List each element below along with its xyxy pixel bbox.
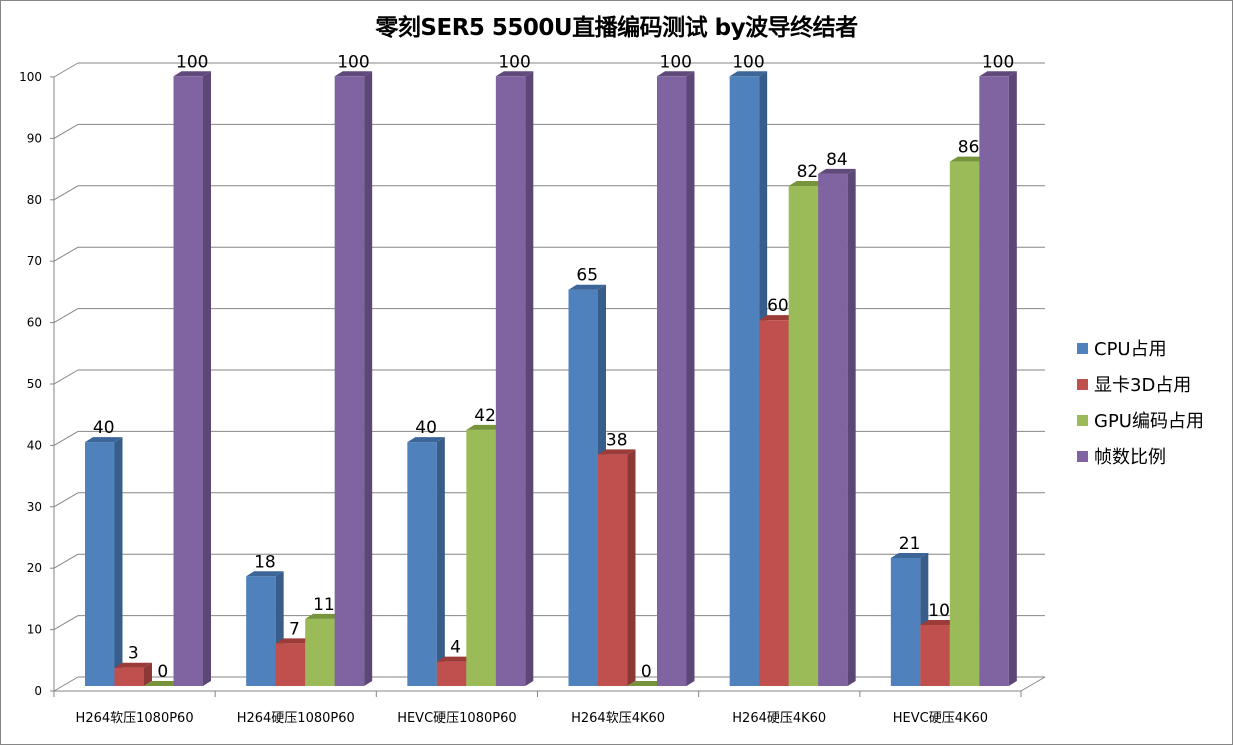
legend-swatch-cpu: [1077, 342, 1088, 354]
bar: [890, 557, 921, 686]
x-category-label: H264硬压4K60: [732, 711, 826, 726]
bar: [436, 661, 467, 686]
legend-swatch-gpu3d: [1077, 378, 1088, 390]
legend-label: 显卡3D占用: [1094, 375, 1192, 396]
bar: [759, 320, 789, 686]
bar: [818, 173, 848, 686]
legend-item-gpu-encode: GPU编码占用: [1077, 402, 1204, 438]
data-label: 18: [254, 552, 276, 572]
bar: [173, 76, 203, 687]
y-tick-label: 10: [27, 623, 42, 637]
y-tick-label: 30: [27, 500, 42, 514]
bar: [788, 186, 819, 686]
data-label: 100: [982, 52, 1014, 72]
data-label: 0: [157, 662, 168, 682]
bar: [246, 576, 276, 686]
bar: [275, 643, 306, 686]
data-label: 38: [606, 430, 628, 450]
bar: [920, 625, 950, 686]
data-label: 100: [660, 52, 692, 72]
bar: [598, 454, 628, 686]
y-tick-label: 60: [27, 316, 42, 330]
bar: [407, 442, 437, 686]
data-label: 60: [767, 296, 789, 316]
y-tick-label: 100: [19, 70, 42, 84]
data-label: 0: [641, 662, 652, 682]
legend-swatch-gpu-encode: [1077, 414, 1088, 426]
x-category-label: HEVC硬压4K60: [893, 711, 988, 726]
data-label: 82: [797, 162, 819, 182]
data-label: 11: [313, 595, 335, 615]
x-category-label: H264软压4K60: [571, 711, 665, 726]
x-category-label: HEVC硬压1080P60: [397, 711, 516, 726]
data-label: 40: [93, 418, 115, 438]
y-tick-label: 40: [27, 438, 42, 452]
x-category-label: H264硬压1080P60: [237, 711, 355, 726]
data-label: 10: [928, 601, 950, 621]
x-category-label: H264软压1080P60: [76, 711, 194, 726]
chart-legend: CPU占用 显卡3D占用 GPU编码占用 帧数比例: [1077, 330, 1204, 474]
data-label: 100: [498, 52, 530, 72]
legend-label: GPU编码占用: [1094, 411, 1204, 432]
chart-title: 零刻SER5 5500U直播编码测试 by波导终结者: [375, 15, 858, 41]
y-tick-label: 50: [27, 377, 42, 391]
y-tick-label: 70: [27, 254, 42, 268]
data-label: 86: [958, 138, 980, 158]
data-label: 42: [474, 406, 496, 426]
bar: [657, 76, 687, 687]
y-tick-label: 90: [27, 131, 42, 145]
bar: [334, 76, 365, 687]
bar: [729, 76, 760, 687]
legend-swatch-fps-ratio: [1077, 450, 1088, 462]
bar: [979, 76, 1009, 687]
bar: [305, 618, 335, 686]
legend-label: 帧数比例: [1094, 447, 1166, 468]
bar: [85, 442, 115, 686]
y-tick-label: 0: [34, 684, 42, 698]
legend-item-gpu3d: 显卡3D占用: [1077, 366, 1204, 402]
data-label: 84: [826, 150, 848, 170]
legend-item-fps-ratio: 帧数比例: [1077, 438, 1204, 474]
bar: [568, 289, 598, 686]
data-label: 3: [128, 644, 139, 664]
bar: [114, 667, 144, 686]
legend-item-cpu: CPU占用: [1077, 330, 1204, 366]
legend-label: CPU占用: [1094, 339, 1167, 360]
data-label: 40: [415, 418, 437, 438]
bar: [495, 76, 526, 687]
data-label: 21: [899, 534, 921, 554]
data-label: 100: [337, 52, 369, 72]
y-tick-label: 20: [27, 561, 42, 575]
bar: [466, 429, 496, 686]
data-label: 4: [450, 638, 461, 658]
data-label: 7: [289, 619, 300, 639]
data-label: 100: [732, 52, 764, 72]
bar: [949, 161, 980, 687]
y-tick-label: 80: [27, 193, 42, 207]
data-label: 100: [176, 52, 208, 72]
data-label: 65: [576, 266, 598, 286]
